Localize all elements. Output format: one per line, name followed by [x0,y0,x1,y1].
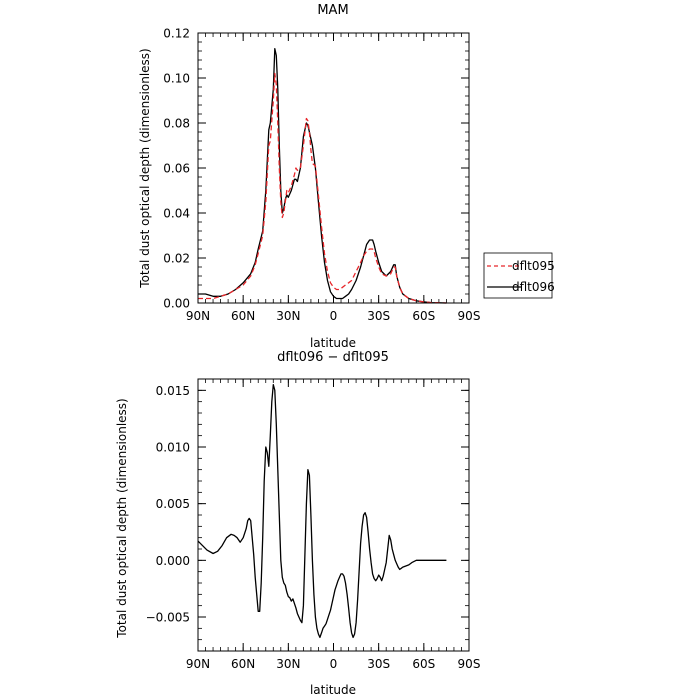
chart-title: dflt096 − dflt095 [277,350,389,365]
y-tick-label: 0.10 [163,72,190,86]
y-tick-label: 0.06 [163,162,190,176]
y-tick-label: 0.02 [163,252,190,266]
y-axis-label: Total dust optical depth (dimensionless) [138,48,152,288]
y-ticks: 0.00 0.02 0.04 0.06 0.08 0.10 0.12 [163,27,469,311]
x-tick-label: 30S [367,657,390,671]
x-tick-label: 90S [458,657,481,671]
x-tick-label: 90N [186,657,210,671]
chart-title: MAM [317,3,348,18]
x-ticks: 90N 60N 30N 0 30S 60S 90S [186,33,481,323]
y-tick-label: 0.00 [163,297,190,311]
legend: dflt095 dflt096 [483,252,555,299]
plot-frame [197,378,470,652]
x-tick-label: 30S [367,309,390,323]
x-tick-label: 60S [412,657,435,671]
x-axis-label: latitude [310,336,356,350]
y-tick-label: 0.08 [163,117,190,131]
x-tick-label: 0 [330,657,338,671]
x-tick-label: 90N [186,309,210,323]
x-tick-label: 30N [276,309,300,323]
series-group [198,48,447,304]
y-tick-label: 0.04 [163,207,190,221]
x-tick-label: 60S [412,309,435,323]
series-line-dflt095 [198,72,447,304]
series-line-dflt096 [198,48,447,304]
y-tick-label: 0.010 [156,441,190,455]
series-line [197,384,447,639]
y-tick-label: 0.000 [156,554,190,568]
x-tick-label: 60N [231,309,255,323]
x-ticks: 90N 60N 30N 0 30S 60S 90S [186,379,481,671]
y-axis-label: Total dust optical depth (dimensionless) [115,398,129,638]
y-tick-label: 0.005 [156,497,190,511]
y-tick-label: 0.12 [163,27,190,41]
x-tick-label: 0 [330,309,338,323]
legend-label-dflt095: dflt095 [512,259,555,273]
legend-box [483,252,553,299]
y-tick-label: −0.005 [146,611,190,625]
x-tick-label: 30N [276,657,300,671]
y-tick-label: 0.015 [156,384,190,398]
series-group [197,384,447,639]
legend-label-dflt096: dflt096 [512,280,555,294]
x-tick-label: 90S [458,309,481,323]
y-ticks: −0.005 0.000 0.005 0.010 0.015 [146,378,469,652]
x-tick-label: 60N [231,657,255,671]
bottom-chart: dflt096 − dflt095 −0.005 0.000 0.005 0.010 0… [115,350,480,697]
x-axis-label: latitude [310,683,356,697]
top-chart: MAM 0.00 0.02 0.04 0.06 0.08 0.10 0.12 90N 60N 3… [138,3,555,350]
plot-frame [197,32,470,304]
